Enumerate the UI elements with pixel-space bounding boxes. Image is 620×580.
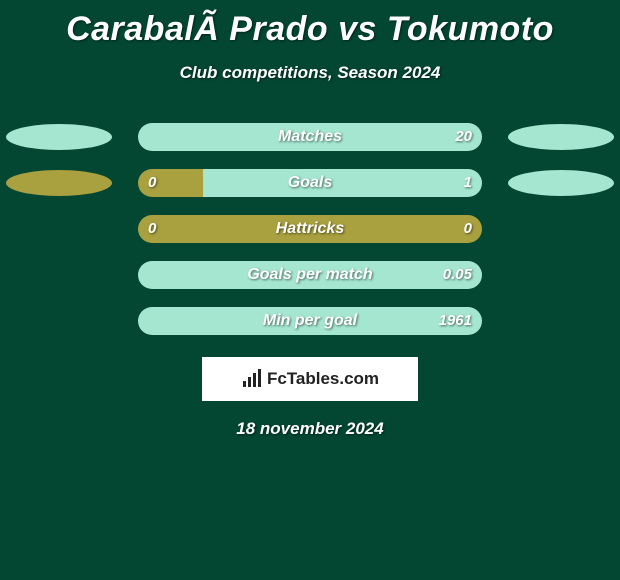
stat-label: Goals (138, 169, 482, 197)
logo-text: FcTables.com (267, 369, 379, 389)
stat-bar: 0.05Goals per match (138, 261, 482, 289)
right-oval (508, 124, 614, 150)
stat-bar: 00Hattricks (138, 215, 482, 243)
stat-label: Matches (138, 123, 482, 151)
stat-bar: 01Goals (138, 169, 482, 197)
stat-label: Hattricks (138, 215, 482, 243)
stat-row: 0.05Goals per match (0, 261, 620, 289)
stat-bar: 1961Min per goal (138, 307, 482, 335)
left-oval (6, 170, 112, 196)
page-title: CarabalÃ­ Prado vs Tokumoto (0, 0, 620, 49)
stat-label: Goals per match (138, 261, 482, 289)
stat-row: 1961Min per goal (0, 307, 620, 335)
stat-row: 20Matches (0, 123, 620, 151)
bar-chart-icon (241, 369, 263, 389)
fctables-logo: FcTables.com (202, 357, 418, 401)
right-oval (508, 170, 614, 196)
stat-bar: 20Matches (138, 123, 482, 151)
page-subtitle: Club competitions, Season 2024 (0, 63, 620, 83)
date-text: 18 november 2024 (0, 419, 620, 439)
stat-label: Min per goal (138, 307, 482, 335)
stat-row: 00Hattricks (0, 215, 620, 243)
left-oval (6, 124, 112, 150)
stats-container: 20Matches 01Goals 00Hattricks 0.05Goals per… (0, 123, 620, 335)
stat-row: 01Goals (0, 169, 620, 197)
